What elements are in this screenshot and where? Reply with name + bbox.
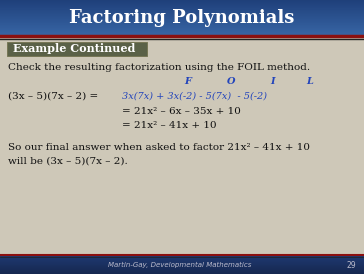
Bar <box>0 264 364 265</box>
Bar <box>0 15 364 16</box>
Bar <box>0 267 364 269</box>
Bar <box>0 13 364 14</box>
Bar <box>0 18 364 19</box>
Bar <box>0 25 364 26</box>
Text: Factoring Polynomials: Factoring Polynomials <box>69 9 295 27</box>
Bar <box>0 29 364 30</box>
Text: I: I <box>270 78 274 87</box>
Bar <box>0 9 364 10</box>
Bar <box>0 8 364 9</box>
Bar <box>0 269 364 270</box>
Bar <box>0 260 364 261</box>
Bar <box>0 262 364 264</box>
Bar <box>0 29 364 30</box>
Text: will be (3x – 5)(7x – 2).: will be (3x – 5)(7x – 2). <box>8 156 128 165</box>
Bar <box>0 270 364 271</box>
Bar <box>0 32 364 33</box>
Bar <box>0 23 364 24</box>
Bar <box>0 22 364 23</box>
Bar <box>0 3 364 4</box>
Bar <box>0 26 364 27</box>
Bar <box>0 259 364 260</box>
Bar <box>0 273 364 274</box>
Bar <box>0 12 364 13</box>
Bar <box>0 0 364 1</box>
Bar <box>0 30 364 31</box>
Text: So our final answer when asked to factor 21x² – 41x + 10: So our final answer when asked to factor… <box>8 144 310 153</box>
Bar <box>0 1 364 2</box>
Bar <box>0 33 364 34</box>
Bar <box>0 261 364 262</box>
Bar <box>0 2 364 3</box>
Text: (3x – 5)(7x – 2) =: (3x – 5)(7x – 2) = <box>8 92 98 101</box>
Text: Example Continued: Example Continued <box>13 44 135 55</box>
Text: 29: 29 <box>347 261 356 270</box>
Bar <box>0 16 364 17</box>
Bar <box>0 23 364 24</box>
Bar <box>0 21 364 22</box>
Bar <box>0 271 364 272</box>
Bar <box>0 19 364 20</box>
Bar <box>0 28 364 29</box>
Bar <box>7 42 147 56</box>
Bar <box>0 20 364 21</box>
Text: 3x(7x) + 3x(-2) - 5(7x)  - 5(-2): 3x(7x) + 3x(-2) - 5(7x) - 5(-2) <box>122 92 267 101</box>
Bar <box>0 17 364 18</box>
Bar <box>0 5 364 6</box>
Text: Martin-Gay, Developmental Mathematics: Martin-Gay, Developmental Mathematics <box>108 262 252 268</box>
Bar <box>0 257 364 258</box>
Bar <box>0 35 364 36</box>
Bar <box>0 31 364 32</box>
Bar <box>0 272 364 273</box>
Bar <box>0 27 364 28</box>
Bar <box>0 264 364 266</box>
Bar <box>0 32 364 33</box>
Bar <box>0 256 364 257</box>
Text: O: O <box>227 78 235 87</box>
Bar <box>0 34 364 35</box>
Bar <box>0 39 364 255</box>
Bar <box>0 10 364 11</box>
Bar <box>0 4 364 5</box>
Bar <box>0 255 364 256</box>
Bar <box>0 35 364 36</box>
Text: F: F <box>185 78 191 87</box>
Bar <box>0 11 364 12</box>
Bar <box>0 26 364 27</box>
Bar <box>0 7 364 8</box>
Bar <box>0 258 364 259</box>
Bar <box>0 14 364 15</box>
Bar <box>0 20 364 21</box>
Bar <box>0 266 364 267</box>
Bar <box>0 6 364 7</box>
Text: = 21x² – 6x – 35x + 10: = 21x² – 6x – 35x + 10 <box>122 107 241 116</box>
Bar <box>0 262 364 263</box>
Text: Check the resulting factorization using the FOIL method.: Check the resulting factorization using … <box>8 62 310 72</box>
Text: L: L <box>306 78 313 87</box>
Bar <box>0 268 364 269</box>
Bar <box>0 24 364 25</box>
Bar <box>0 266 364 267</box>
Text: = 21x² – 41x + 10: = 21x² – 41x + 10 <box>122 121 217 130</box>
